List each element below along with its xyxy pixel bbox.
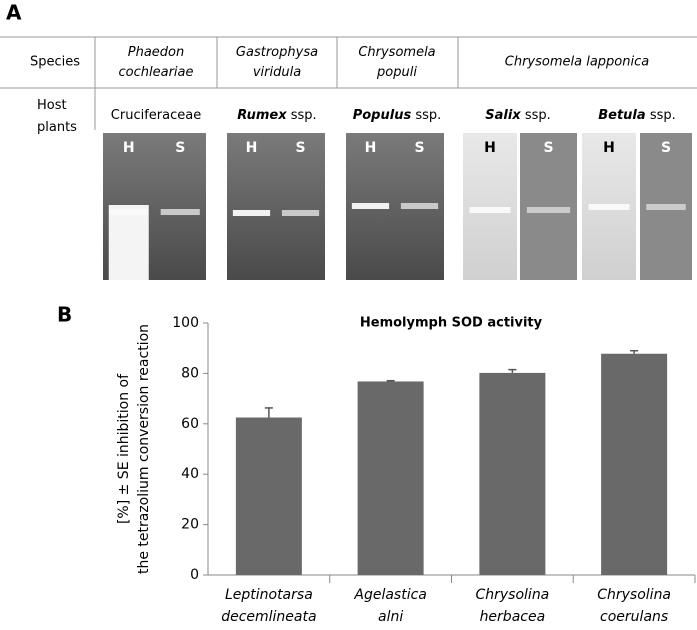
species-name: Chrysomela lapponica: [505, 55, 649, 70]
host-plant: Salix ssp.: [485, 108, 551, 123]
host-genus: Salix: [485, 108, 521, 123]
host-rank: ssp.: [291, 108, 317, 123]
gel-band: [469, 207, 511, 213]
x-tick-label: Chrysolina coerulans: [597, 587, 671, 625]
gel-band: [646, 204, 686, 210]
lane-label: H: [123, 140, 135, 156]
gel-image: [520, 133, 577, 280]
gel-band: [588, 204, 630, 210]
bar: [601, 353, 668, 575]
gel-image: [463, 133, 517, 280]
species-name: Chrysomela populi: [358, 45, 435, 80]
lane-label: S: [175, 140, 185, 156]
host-name: Cruciferaceae: [111, 108, 201, 123]
lane-label: H: [246, 140, 258, 156]
host-plant: Cruciferaceae: [111, 108, 201, 123]
bar: [235, 417, 302, 575]
lane-label: H: [484, 140, 496, 156]
panel-label: A: [6, 1, 22, 25]
x-tick-label: Chrysolina herbacea: [475, 587, 549, 625]
panel-label: B: [57, 303, 72, 327]
lane-label: S: [295, 140, 305, 156]
host-genus: Rumex: [237, 108, 287, 123]
host-rank: ssp.: [415, 108, 441, 123]
gel-band: [232, 210, 271, 216]
lane-label: S: [414, 140, 424, 156]
chart-title: Hemolymph SOD activity: [360, 316, 543, 331]
y-tick-label: 100: [172, 315, 199, 331]
gel-band: [109, 209, 149, 215]
lane-label: H: [603, 140, 615, 156]
y-tick-label: 20: [181, 517, 199, 533]
gel-band: [351, 203, 390, 209]
host-genus: Betula: [598, 108, 645, 123]
host-genus: Populus: [353, 108, 412, 123]
lane-label: S: [543, 140, 553, 156]
bar: [479, 372, 546, 575]
species-name: Phaedon cochleariae: [119, 45, 194, 80]
row-header: Host plants: [37, 98, 77, 135]
host-plant: Betula ssp.: [598, 108, 676, 123]
x-tick-label: Agelastica alni: [353, 587, 427, 625]
y-axis-label: [%] ± SE inhibition of the tetrazolium co…: [116, 324, 152, 574]
gel-band: [400, 203, 439, 209]
x-tick-label: Leptinotarsa decemlineata: [221, 587, 316, 625]
host-rank: ssp.: [650, 108, 676, 123]
gel-band: [281, 210, 320, 216]
y-tick-label: 80: [181, 365, 199, 381]
y-tick-label: 60: [181, 416, 199, 432]
bar: [357, 381, 424, 575]
lane-label: H: [365, 140, 377, 156]
gel-image: [227, 133, 325, 280]
y-tick-label: 0: [190, 567, 199, 583]
host-rank: ssp.: [525, 108, 551, 123]
gel-smear: [108, 205, 149, 280]
y-tick-label: 40: [181, 466, 199, 482]
gel-band: [160, 209, 200, 215]
lane-label: S: [661, 140, 671, 156]
species-name: Gastrophysa viridula: [236, 45, 318, 80]
host-plant: Rumex ssp.: [237, 108, 316, 123]
gel-band: [526, 207, 571, 213]
row-header: Species: [30, 55, 80, 70]
host-plant: Populus ssp.: [353, 108, 442, 123]
